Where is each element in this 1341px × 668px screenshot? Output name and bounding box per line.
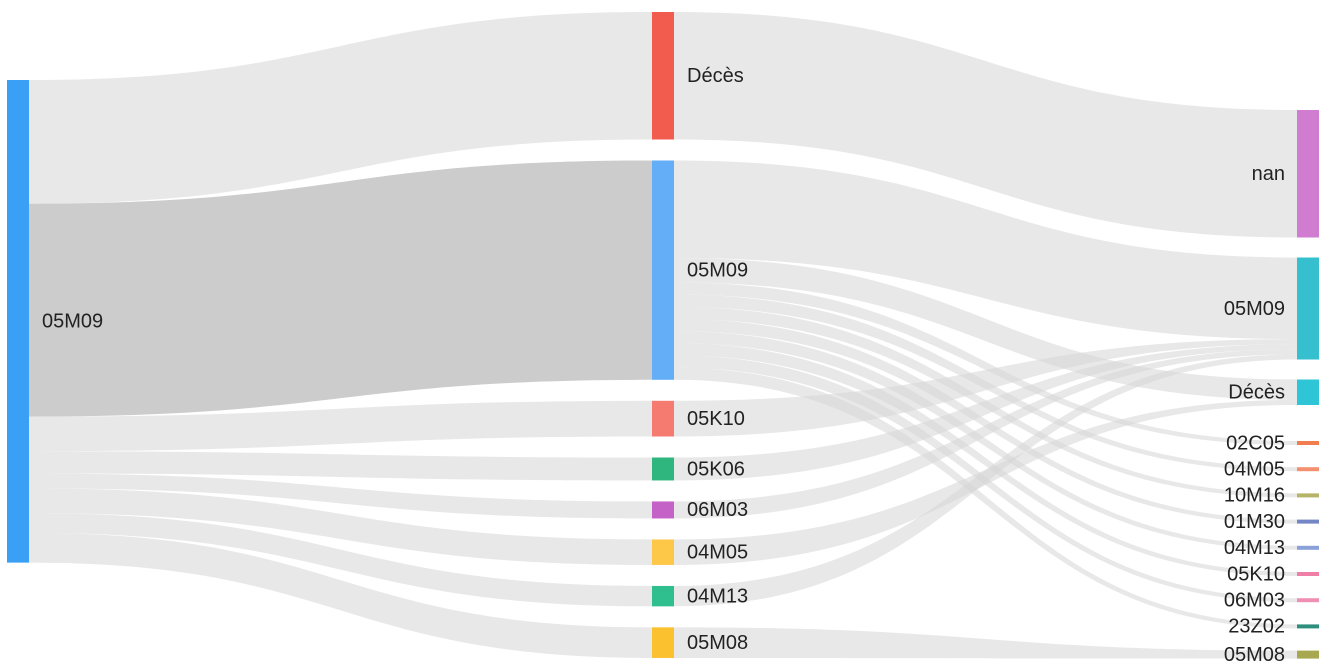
node-label-c1-05k10: 05K10 [687, 408, 745, 430]
nodes-layer [7, 12, 1319, 659]
node-label-c1-05m08: 05M08 [687, 632, 748, 654]
link-05m09-to-décès [674, 257, 1297, 400]
node-label-c2-04m05: 04M05 [1224, 458, 1285, 480]
link-05m09-to-05k10 [674, 343, 1297, 576]
link-05m09-to-06m03 [29, 473, 652, 519]
link-04m13-to-05m09 [674, 354, 1297, 607]
node-c2-deces [1297, 379, 1319, 405]
link-05k10-to-05m09 [674, 339, 1297, 437]
link-05m09-to-05k10 [29, 400, 652, 452]
node-c1-deces [652, 12, 674, 140]
node-c2-nan [1297, 110, 1319, 238]
node-label-c1-04m05: 04M05 [687, 541, 748, 563]
node-c1-04m13 [652, 585, 674, 607]
node-label-c2-05m08: 05M08 [1224, 644, 1285, 666]
link-05m09-to-05m09 [674, 160, 1297, 340]
node-label-c2-05k10: 05K10 [1227, 563, 1285, 585]
link-05m09-to-décès [29, 12, 652, 204]
node-c2-06m03 [1297, 598, 1319, 603]
node-label-c1-05k06: 05K06 [687, 458, 745, 480]
node-c2-01m30 [1297, 519, 1319, 524]
node-c1-05m08 [652, 627, 674, 658]
node-c2-02c05 [1297, 441, 1319, 445]
link-05m09-to-04m05 [29, 488, 652, 565]
link-05m09-to-05m09 [29, 160, 652, 417]
node-label-c2-23z02: 23Z02 [1228, 616, 1285, 638]
link-05m09-to-05m08 [29, 532, 652, 658]
node-label-c2-10m16: 10M16 [1224, 485, 1285, 507]
node-c2-04m13 [1297, 545, 1319, 550]
node-label-c1-04m13: 04M13 [687, 585, 748, 607]
node-label-c2-02c05: 02C05 [1226, 432, 1285, 454]
node-c1-05k10 [652, 400, 674, 437]
node-c1-05m09 [652, 160, 674, 380]
node-c2-05k10 [1297, 572, 1319, 576]
link-05m09-to-02c05 [674, 282, 1297, 445]
node-label-c1-deces: Décès [687, 65, 744, 87]
node-c2-05m08 [1297, 650, 1319, 659]
node-c1-06m03 [652, 501, 674, 519]
node-c1-05k06 [652, 457, 674, 481]
node-c1-04m05 [652, 539, 674, 565]
node-label-c1-06m03: 06M03 [687, 499, 748, 521]
node-label-c2-04m13: 04M13 [1224, 537, 1285, 559]
node-c2-10m16 [1297, 493, 1319, 498]
node-label-c2-06m03: 06M03 [1224, 589, 1285, 611]
node-label-c1-05m09: 05M09 [687, 259, 748, 281]
node-label-c2-05m09: 05M09 [1224, 298, 1285, 320]
node-c2-05m09 [1297, 257, 1319, 360]
link-05m09-to-04m13 [674, 331, 1297, 550]
link-05k06-to-05m09 [674, 344, 1297, 481]
node-c0-05m09 [7, 80, 29, 563]
link-05m09-to-05k06 [29, 451, 652, 481]
node-label-c2-deces: Décès [1228, 382, 1285, 404]
link-05m09-to-01m30 [674, 318, 1297, 524]
node-label-c0-05m09: 05M09 [42, 311, 103, 333]
link-05m09-to-23z02 [674, 367, 1297, 629]
node-c2-23z02 [1297, 624, 1319, 629]
links-layer [29, 12, 1297, 659]
link-06m03-to-05m09 [674, 349, 1297, 519]
link-05m09-to-04m13 [29, 513, 652, 607]
link-05m08-to-05m08 [674, 627, 1297, 659]
node-c2-04m05 [1297, 467, 1319, 472]
labels-layer: 05M09 Décès 05M09 05K10 05K06 06M03 04M05 04M13… [42, 65, 1285, 666]
link-décès-to-nan [674, 12, 1297, 238]
node-label-c2-nan: nan [1252, 163, 1285, 185]
node-label-c2-01m30: 01M30 [1224, 511, 1285, 533]
